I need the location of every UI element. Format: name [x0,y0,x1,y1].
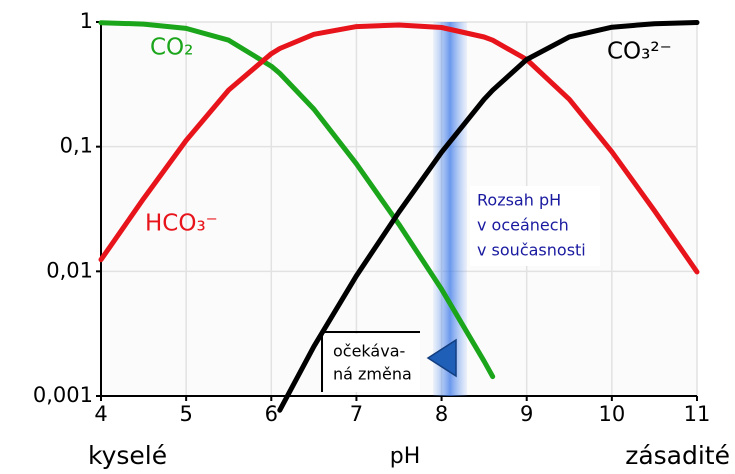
y-tick-label: 1 [80,9,93,33]
annotation: ná změna [333,365,412,384]
x-right-label: zásadité [625,441,730,470]
annotations: Rozsah pH v oceánech v současnosti očeká… [321,186,600,392]
x-tick-label: 11 [684,402,711,426]
y-tick-label: 0,01 [46,258,93,282]
annotation-frame [321,331,420,392]
series-line [98,22,700,275]
band-layer [433,22,468,396]
series-label: CO₃²⁻ [607,39,672,65]
y-tick-label: 0,1 [60,134,93,158]
x-axis-label: pH [390,444,421,469]
x-tick-label: 6 [265,402,278,426]
annotation-box [324,334,420,392]
annotation: v současnosti [477,241,586,260]
y-tick-label: 0,001 [33,383,93,407]
x-tick-label: 7 [350,402,363,426]
annotation: očekáva- [333,342,405,361]
arrow [426,338,457,378]
series-label: CO₂ [150,35,193,61]
annotation: v oceánech [477,216,569,235]
x-tick-label: 9 [520,402,533,426]
series-line [98,20,496,380]
series-line [277,20,700,413]
x-tick-label: 4 [94,402,107,426]
x-tick-label: 10 [598,402,625,426]
ocean-band [433,22,468,396]
annotation-box [470,186,600,266]
x-left-label: kyselé [88,441,167,470]
x-tick-label: 8 [435,402,448,426]
annotation: Rozsah pH [477,191,561,210]
series-label: HCO₃⁻ [145,211,218,237]
x-tick-label: 5 [179,402,192,426]
labels: 4 5 6 7 8 9 10 11 0,001 0,01 0,1 1 CO₂ HCO₃⁻ CO₃²⁻ pH ky… [33,9,730,470]
lines [98,20,700,413]
